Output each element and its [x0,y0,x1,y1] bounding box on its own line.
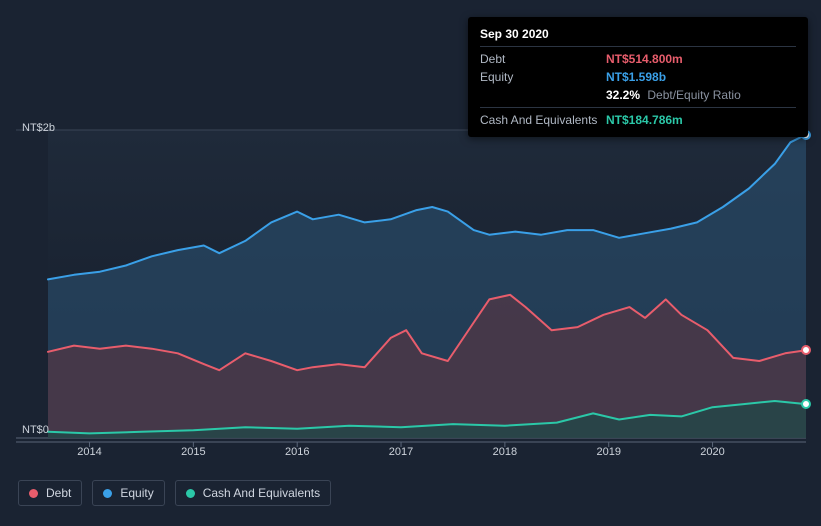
x-tick: 2015 [181,446,205,458]
tooltip-ratio-pct: 32.2% [606,88,640,102]
x-tick: 2017 [389,446,413,458]
tooltip-cash-value: NT$184.786m [606,111,683,129]
y-label-bottom: NT$0 [22,424,49,436]
tooltip-row: EquityNT$1.598b [480,68,796,86]
x-tick: 2014 [77,446,101,458]
legend-dot-icon [186,489,195,498]
legend-dot-icon [29,489,38,498]
tooltip-row-label: Equity [480,68,606,86]
tooltip-row-value: NT$1.598b [606,68,666,86]
y-label-top: NT$2b [22,122,55,134]
legend-label: Debt [46,486,71,500]
legend-dot-icon [103,489,112,498]
legend-label: Equity [120,486,153,500]
x-tick: 2020 [700,446,724,458]
x-axis: 2014 2015 2016 2017 2018 2019 2020 [0,446,821,466]
x-tick: 2018 [493,446,517,458]
x-tick: 2016 [285,446,309,458]
tooltip-ratio-label: Debt/Equity Ratio [647,88,740,102]
chart-tooltip: Sep 30 2020 DebtNT$514.800mEquityNT$1.59… [468,17,808,137]
debt-marker [801,345,811,355]
tooltip-row: DebtNT$514.800m [480,50,796,68]
legend-label: Cash And Equivalents [203,486,320,500]
legend-item-equity[interactable]: Equity [92,480,164,506]
legend-item-debt[interactable]: Debt [18,480,82,506]
chart-legend: Debt Equity Cash And Equivalents [18,480,331,506]
tooltip-date: Sep 30 2020 [480,25,796,43]
cash-marker [801,399,811,409]
tooltip-row-label: Debt [480,50,606,68]
tooltip-row-value: NT$514.800m [606,50,683,68]
x-tick: 2019 [596,446,620,458]
tooltip-cash-label: Cash And Equivalents [480,111,606,129]
legend-item-cash[interactable]: Cash And Equivalents [175,480,331,506]
